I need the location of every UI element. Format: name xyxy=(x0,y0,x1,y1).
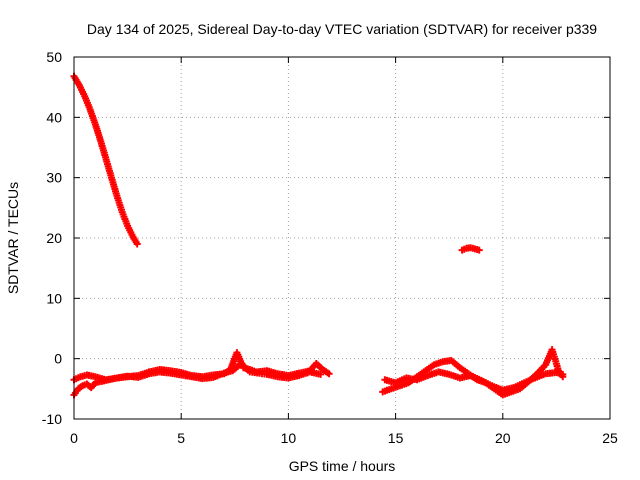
y-tick-label: 20 xyxy=(46,230,62,246)
y-tick-label: 40 xyxy=(46,109,62,125)
plot-frame xyxy=(73,56,611,420)
x-tick-label: 25 xyxy=(602,430,618,446)
x-tick-label: 20 xyxy=(495,430,511,446)
chart-title: Day 134 of 2025, Sidereal Day-to-day VTE… xyxy=(87,21,597,37)
y-tick-label: 0 xyxy=(54,351,62,367)
data-point xyxy=(325,370,333,378)
axes: 0 5 10 15 20 25 -10 0 10 20 30 40 50 xyxy=(42,49,618,446)
data-point xyxy=(133,240,141,248)
x-tick-label: 0 xyxy=(70,430,78,446)
y-tick-label: 50 xyxy=(46,49,62,65)
y-tick-label: 10 xyxy=(46,290,62,306)
y-axis-label: SDTVAR / TECUs xyxy=(5,182,21,294)
y-tick-label: -10 xyxy=(42,411,62,427)
grid xyxy=(74,57,610,419)
data-point xyxy=(317,370,325,378)
x-tick-label: 10 xyxy=(281,430,297,446)
x-tick-label: 15 xyxy=(388,430,404,446)
data-point xyxy=(475,246,483,254)
y-tick-label: 30 xyxy=(46,170,62,186)
data-points xyxy=(70,72,567,399)
data-point xyxy=(559,370,567,378)
x-axis-label: GPS time / hours xyxy=(289,458,396,474)
x-tick-label: 5 xyxy=(177,430,185,446)
